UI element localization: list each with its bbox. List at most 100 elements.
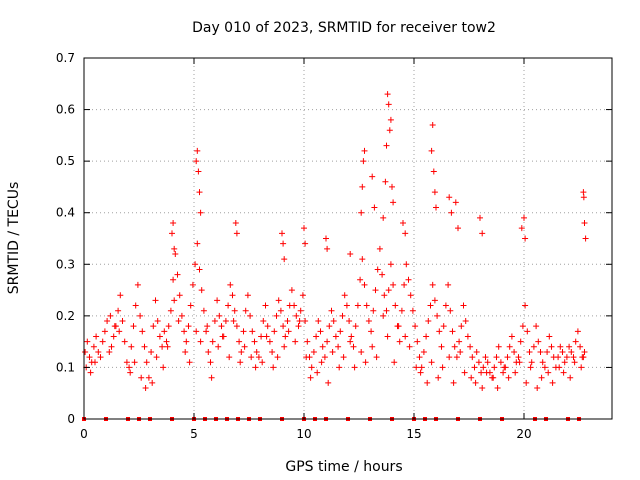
data-point <box>434 312 441 319</box>
data-point <box>313 333 320 340</box>
data-point <box>126 364 133 371</box>
data-point <box>176 292 183 299</box>
data-point <box>148 348 155 355</box>
data-point <box>236 338 243 345</box>
data-point <box>241 343 248 350</box>
data-point <box>460 302 467 309</box>
data-point <box>490 374 497 381</box>
data-point <box>285 328 292 335</box>
data-point <box>516 359 523 366</box>
data-point <box>324 245 331 252</box>
data-point <box>108 343 115 350</box>
data-point <box>479 230 486 237</box>
data-point <box>248 354 255 361</box>
data-point <box>427 302 434 309</box>
data-point <box>174 271 181 278</box>
data-point <box>396 338 403 345</box>
data-point <box>209 338 216 345</box>
data-point <box>380 312 387 319</box>
data-point <box>231 307 238 314</box>
data-point <box>171 245 178 252</box>
data-point <box>537 348 544 355</box>
data-point <box>332 333 339 340</box>
data-point <box>92 359 98 366</box>
data-point <box>449 328 456 335</box>
data-point <box>307 374 314 381</box>
data-point <box>384 91 391 98</box>
data-point <box>428 147 435 154</box>
y-tick-label: 0.7 <box>56 51 75 65</box>
data-point <box>346 318 353 325</box>
data-point <box>407 292 414 299</box>
data-point <box>171 297 178 304</box>
y-tick-label: 0.6 <box>56 103 75 117</box>
data-point <box>578 364 585 371</box>
data-point <box>518 225 525 232</box>
data-point <box>374 266 381 273</box>
data-point <box>197 209 204 216</box>
x-tick-label: 10 <box>296 427 311 441</box>
data-point <box>425 318 432 325</box>
x-axis-label: GPS time / hours <box>285 459 402 475</box>
data-point <box>165 323 172 330</box>
data-point <box>461 369 468 376</box>
data-point <box>205 348 212 355</box>
data-point <box>435 374 442 381</box>
data-point <box>494 385 501 392</box>
data-point <box>310 348 317 355</box>
data-point <box>528 359 535 366</box>
data-point <box>341 292 348 299</box>
data-point <box>534 385 541 392</box>
data-point <box>526 348 533 355</box>
data-point <box>561 359 568 366</box>
data-point <box>373 354 380 361</box>
data-point <box>336 364 343 371</box>
data-point <box>392 302 399 309</box>
data-point <box>523 379 530 386</box>
data-point <box>218 323 225 330</box>
data-point <box>442 302 449 309</box>
data-point <box>369 343 376 350</box>
data-point <box>227 281 234 288</box>
data-point <box>358 209 365 216</box>
data-point <box>252 364 259 371</box>
data-point <box>303 354 310 361</box>
data-point <box>417 369 424 376</box>
data-point <box>563 354 570 361</box>
data-point <box>301 225 307 232</box>
data-point <box>533 323 540 330</box>
data-point <box>469 354 476 361</box>
data-point <box>172 250 179 257</box>
data-point <box>150 323 157 330</box>
data-point <box>368 328 375 335</box>
data-point <box>237 359 244 366</box>
data-point <box>193 158 200 165</box>
data-point <box>277 307 284 314</box>
data-point <box>226 354 233 361</box>
data-point <box>99 338 106 345</box>
data-point <box>281 256 288 263</box>
data-point <box>159 343 166 350</box>
data-point <box>323 235 329 242</box>
data-point <box>504 354 511 361</box>
y-axis-label: SRMTID / TECUs <box>6 182 22 295</box>
data-point <box>358 348 365 355</box>
data-point <box>197 338 204 345</box>
data-point <box>95 348 102 355</box>
data-point <box>401 281 408 288</box>
data-point <box>304 338 311 345</box>
data-point <box>347 250 354 257</box>
data-point <box>439 364 446 371</box>
data-point <box>216 312 223 319</box>
data-point <box>357 276 364 283</box>
grid-lines <box>84 58 612 419</box>
data-point <box>137 312 144 319</box>
data-point <box>325 379 332 386</box>
data-point <box>458 323 465 330</box>
data-point <box>167 307 174 314</box>
data-point <box>302 318 309 325</box>
data-point <box>275 297 282 304</box>
chart-title: Day 010 of 2023, SRMTID for receiver tow… <box>192 20 496 36</box>
data-point <box>229 292 236 299</box>
